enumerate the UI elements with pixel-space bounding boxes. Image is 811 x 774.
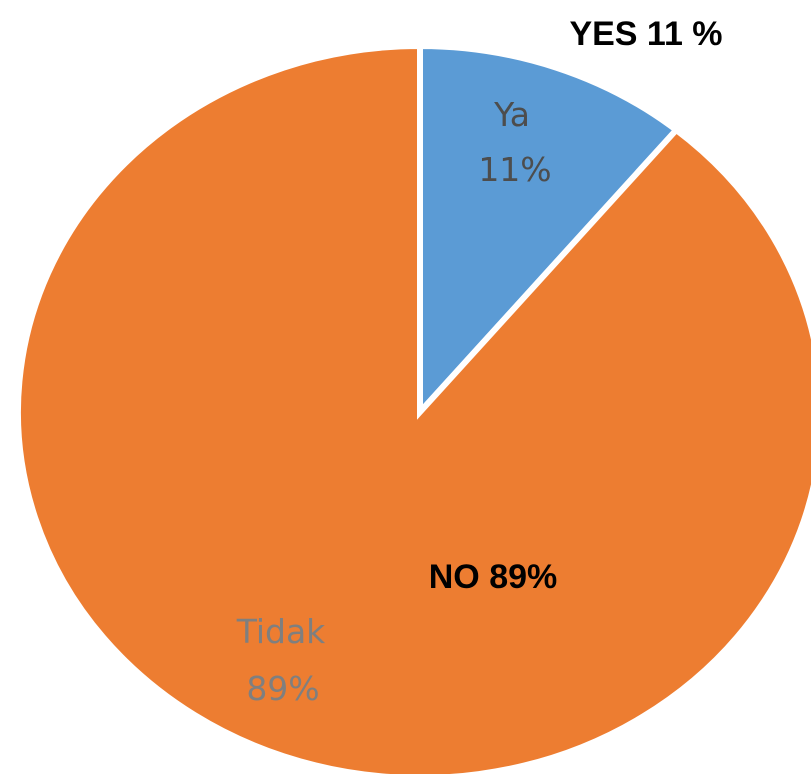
annotation-yes: YES 11 % bbox=[569, 15, 722, 53]
annotation-no: NO 89% bbox=[429, 558, 558, 596]
pie-slice-tidak bbox=[15, 42, 811, 774]
pie-slice-ya bbox=[417, 42, 681, 420]
pie-slices bbox=[15, 42, 811, 774]
slice-label-tidak: Tidak bbox=[236, 612, 326, 651]
slice-value-tidak: 89% bbox=[246, 669, 319, 708]
slice-value-ya: 11% bbox=[478, 150, 551, 189]
slice-label-ya: Ya bbox=[493, 95, 530, 134]
